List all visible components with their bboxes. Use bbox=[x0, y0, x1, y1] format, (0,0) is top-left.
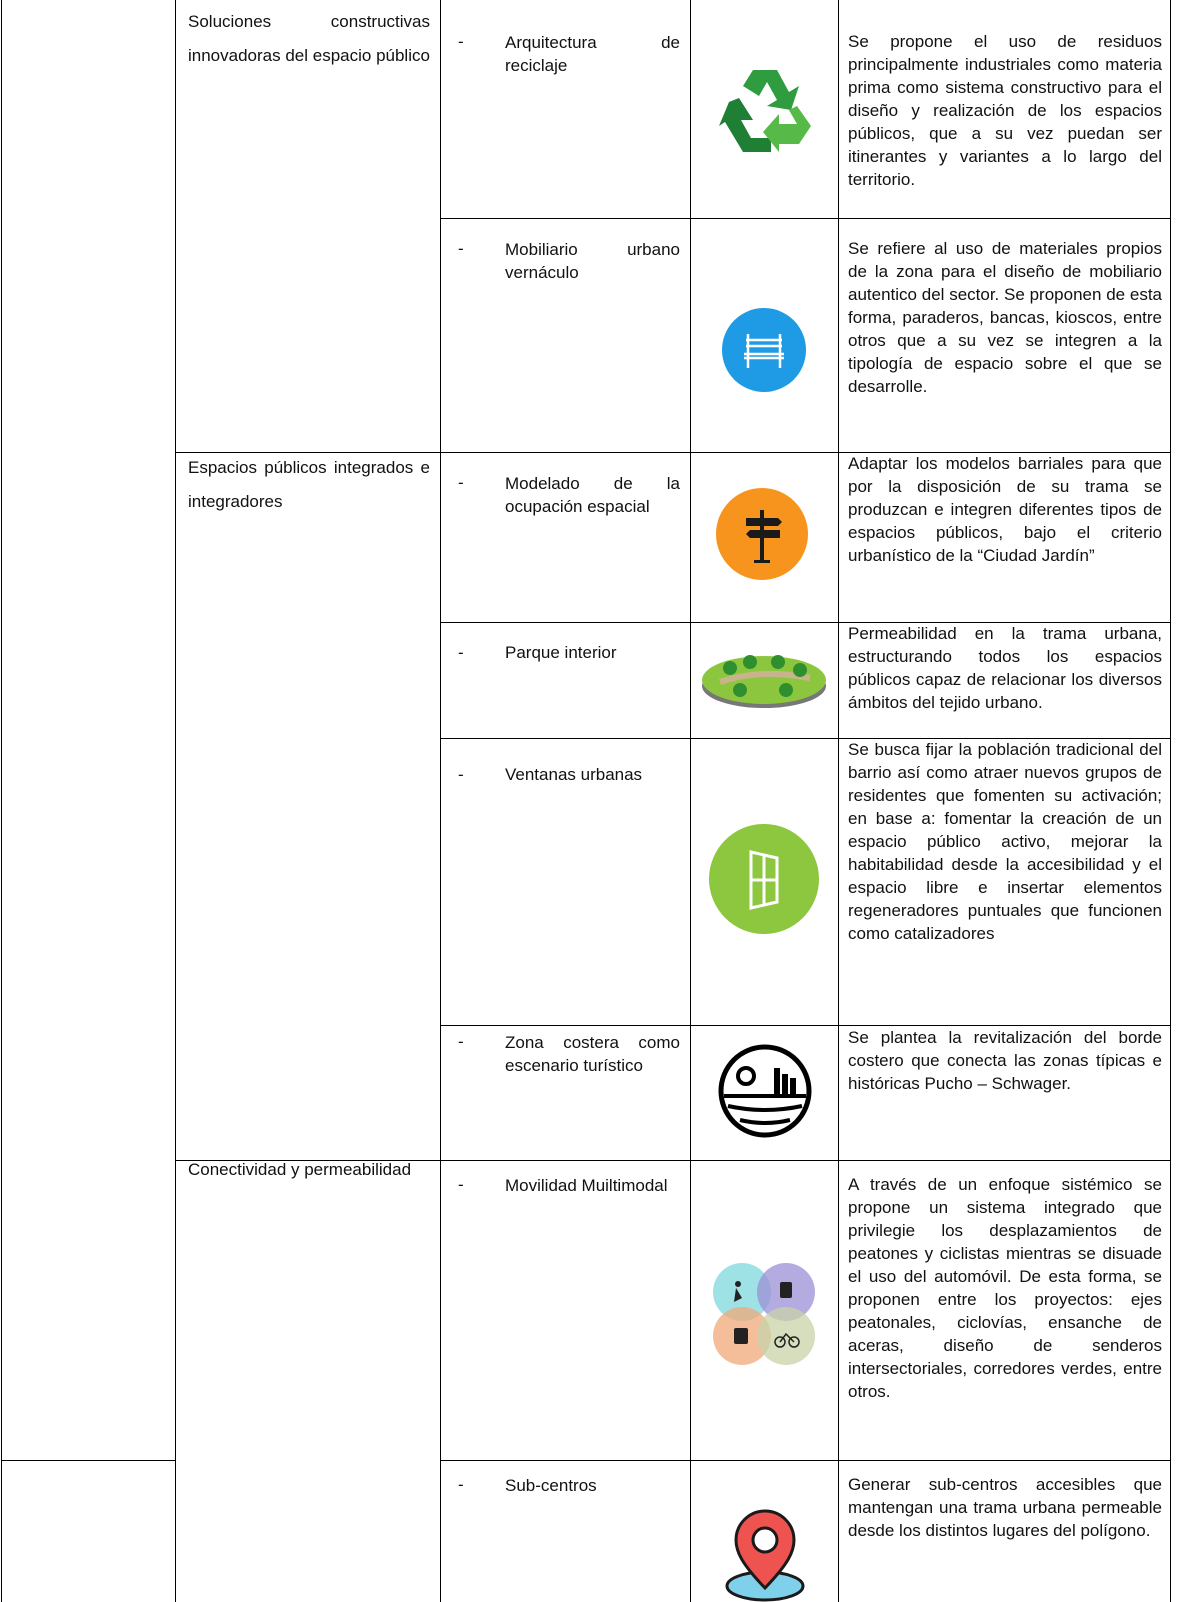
bench-icon bbox=[722, 308, 806, 392]
bullet: - bbox=[458, 1475, 464, 1494]
grid-line bbox=[440, 218, 1171, 219]
item-description: Se refiere al uso de materiales propios … bbox=[848, 239, 1162, 396]
grid-line bbox=[175, 452, 441, 453]
grid-line bbox=[175, 1160, 441, 1161]
group-label: Soluciones constructivas innovadoras del… bbox=[188, 12, 430, 65]
item-description: Permeabilidad en la trama urbana, estruc… bbox=[848, 624, 1162, 712]
bullet: - bbox=[458, 643, 464, 662]
grid-line bbox=[175, 0, 176, 1602]
mobility-icon bbox=[713, 1263, 815, 1365]
bullet: - bbox=[458, 765, 464, 784]
group-label: Espacios públicos integrados e integrado… bbox=[188, 458, 430, 511]
item-name: Movilidad Muiltimodal bbox=[505, 1176, 668, 1195]
grid-line bbox=[1170, 0, 1171, 1602]
item-name: Parque interior bbox=[505, 643, 617, 662]
grid-line bbox=[440, 622, 1171, 623]
item-name: Sub-centros bbox=[505, 1476, 597, 1495]
item-name: Arquitectura de reciclaje bbox=[505, 33, 680, 75]
bullet: - bbox=[458, 1175, 464, 1194]
item-description: Se propone el uso de residuos principalm… bbox=[848, 32, 1162, 189]
window-icon bbox=[709, 824, 819, 934]
item-name: Ventanas urbanas bbox=[505, 765, 643, 784]
item-description: Se plantea la revitalización del borde c… bbox=[848, 1028, 1162, 1093]
item-description: Se busca fijar la población tradicional … bbox=[848, 740, 1162, 943]
item-description: Generar sub-centros accesibles que mante… bbox=[848, 1475, 1162, 1540]
grid-line bbox=[1, 0, 2, 1602]
grid-line bbox=[690, 0, 691, 1602]
location-icon bbox=[725, 1509, 805, 1602]
recycle-icon bbox=[719, 70, 811, 152]
item-name: Modelado de la ocupación espacial bbox=[505, 474, 680, 516]
grid-line bbox=[440, 1025, 1171, 1026]
grid-line bbox=[440, 452, 1171, 453]
grid-line bbox=[838, 0, 839, 1602]
item-name: Mobiliario urbano vernáculo bbox=[505, 240, 680, 282]
grid-line bbox=[440, 1460, 1171, 1461]
item-description: A través de un enfoque sistémico se prop… bbox=[848, 1175, 1162, 1401]
grid-line bbox=[440, 0, 441, 1602]
coast-icon bbox=[718, 1044, 812, 1138]
grid-line bbox=[440, 738, 1171, 739]
signpost-icon bbox=[716, 488, 808, 580]
group-label: Conectividad y permeabilidad bbox=[188, 1160, 412, 1179]
grid-line bbox=[440, 1160, 1171, 1161]
item-name: Zona costera como escenario turístico bbox=[505, 1033, 680, 1075]
item-description: Adaptar los modelos barriales para que p… bbox=[848, 454, 1162, 565]
bullet: - bbox=[458, 473, 464, 492]
bullet: - bbox=[458, 32, 464, 51]
bullet: - bbox=[458, 1032, 464, 1051]
grid-line bbox=[1, 1460, 176, 1461]
bullet: - bbox=[458, 239, 464, 258]
park-icon bbox=[702, 655, 826, 708]
